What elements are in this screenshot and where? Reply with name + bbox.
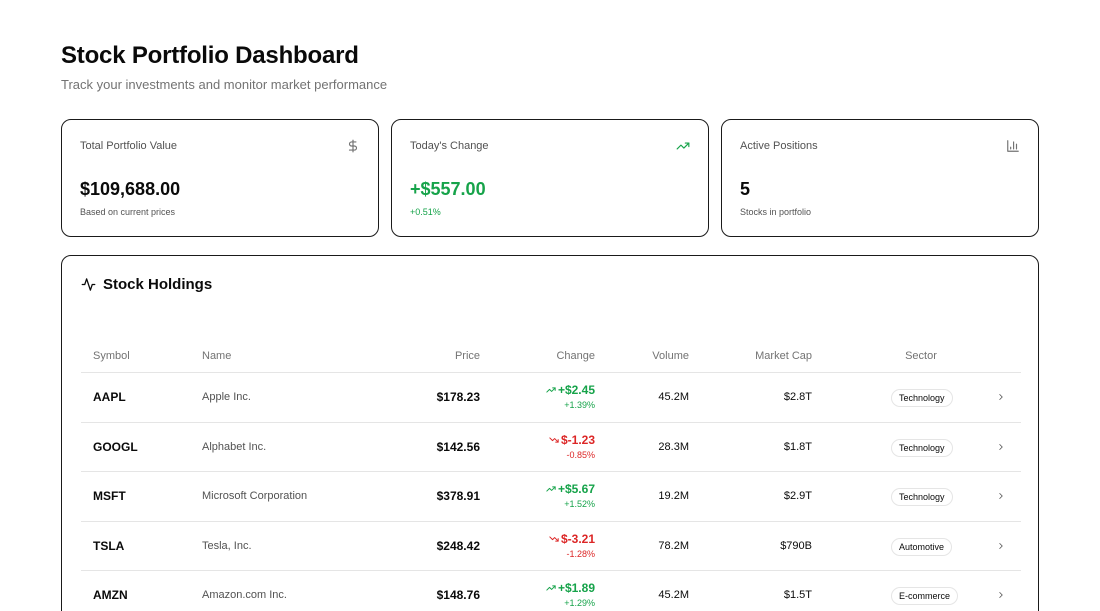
chevron-right-icon[interactable] <box>996 392 1006 402</box>
sector-cell: E-commerce <box>891 587 959 606</box>
stock-price: $142.56 <box>436 439 480 454</box>
dollar-icon <box>346 139 360 153</box>
stock-change: +$2.45 +1.39% <box>546 383 595 410</box>
change-percent: -1.28% <box>566 548 595 559</box>
change-amount: $-1.23 <box>560 432 595 447</box>
card-title: Total Portfolio Value <box>80 140 178 152</box>
holdings-table: Symbol Name Price Change Volume Market C… <box>81 339 1021 611</box>
trending-up-icon <box>546 484 556 494</box>
stock-name: Amazon.com Inc. <box>202 589 287 602</box>
stock-volume: 78.2M <box>658 539 689 552</box>
activity-icon <box>81 277 96 292</box>
table-row[interactable]: TSLA Tesla, Inc. $248.42 $-3.21 -1.28% 78.2M $… <box>81 522 1021 572</box>
column-header-symbol: Symbol <box>93 350 130 362</box>
stock-volume: 19.2M <box>658 490 689 503</box>
trending-up-icon <box>546 385 556 395</box>
sector-cell: Technology <box>891 438 953 457</box>
stock-change: $-1.23 -0.85% <box>549 433 595 460</box>
table-body: AAPL Apple Inc. $178.23 +$2.45 +1.39% 45.2M $2… <box>81 373 1021 611</box>
page-title: Stock Portfolio Dashboard <box>61 42 359 69</box>
change-amount: +$1.89 <box>557 581 595 596</box>
stock-volume: 45.2M <box>658 391 689 403</box>
stock-price: $378.91 <box>436 489 480 504</box>
stock-name: Microsoft Corporation <box>202 490 308 503</box>
stock-name: Alphabet Inc. <box>202 440 267 453</box>
change-amount: $-3.21 <box>560 531 595 546</box>
change-percent: +1.39% <box>564 400 595 410</box>
trending-down-icon <box>549 534 559 544</box>
stock-price: $248.42 <box>436 538 480 553</box>
stock-symbol: MSFT <box>93 489 126 504</box>
stock-symbol: TSLA <box>93 538 125 553</box>
card-value: $109,688.00 <box>80 179 181 199</box>
page-subtitle: Track your investments and monitor marke… <box>61 77 388 92</box>
active-positions-card: Active Positions 5 Stocks in portfolio <box>721 119 1039 237</box>
stock-holdings-panel: Stock Holdings Symbol Name Price Change … <box>61 255 1039 611</box>
change-percent: -0.85% <box>566 449 595 460</box>
holdings-header: Stock Holdings <box>81 276 212 293</box>
stock-symbol: AMZN <box>93 588 128 603</box>
stock-volume: 45.2M <box>658 589 689 602</box>
total-portfolio-value-card: Total Portfolio Value $109,688.00 Based … <box>61 119 379 237</box>
sector-badge: E-commerce <box>891 587 959 606</box>
bar-chart-icon <box>1006 139 1020 153</box>
table-row[interactable]: MSFT Microsoft Corporation $378.91 +$5.67 +1… <box>81 472 1021 522</box>
column-header-name: Name <box>202 350 232 362</box>
stock-market-cap: $1.5T <box>783 589 812 602</box>
chevron-right-icon[interactable] <box>996 541 1006 551</box>
stock-change: $-3.21 -1.28% <box>549 532 595 559</box>
stock-change: +$5.67 +1.52% <box>546 482 595 509</box>
chevron-right-icon[interactable] <box>996 590 1006 600</box>
sector-cell: Technology <box>891 389 953 407</box>
stock-market-cap: $1.8T <box>783 440 812 453</box>
stock-symbol: AAPL <box>93 390 126 404</box>
stock-name: Tesla, Inc. <box>202 539 252 552</box>
todays-change-card: Today's Change +$557.00 +0.51% <box>391 119 709 237</box>
table-row[interactable]: AAPL Apple Inc. $178.23 +$2.45 +1.39% 45.2M $2… <box>81 373 1021 423</box>
trending-up-icon <box>546 583 556 593</box>
card-value: +$557.00 <box>410 179 486 199</box>
chevron-right-icon[interactable] <box>996 442 1006 452</box>
change-amount: +$5.67 <box>557 482 595 497</box>
stock-price: $178.23 <box>436 390 480 404</box>
sector-badge: Automotive <box>891 537 953 556</box>
column-header-sector: Sector <box>905 350 937 362</box>
card-title: Active Positions <box>740 140 818 152</box>
holdings-title: Stock Holdings <box>103 276 213 293</box>
stock-name: Apple Inc. <box>202 391 251 403</box>
column-header-price: Price <box>454 350 480 362</box>
stock-volume: 28.3M <box>658 440 689 453</box>
change-percent: +1.52% <box>564 499 595 510</box>
card-subtext: Stocks in portfolio <box>740 207 812 217</box>
column-header-change: Change <box>556 350 595 362</box>
trending-up-icon <box>676 139 690 153</box>
stock-market-cap: $790B <box>780 539 812 552</box>
stock-market-cap: $2.8T <box>783 391 812 403</box>
card-subtext: +0.51% <box>410 207 441 217</box>
chevron-right-icon[interactable] <box>996 491 1006 501</box>
sector-cell: Technology <box>891 488 953 507</box>
stock-market-cap: $2.9T <box>783 490 812 503</box>
column-header-market-cap: Market Cap <box>755 350 812 362</box>
change-percent: +1.29% <box>564 598 595 609</box>
sector-cell: Automotive <box>891 537 953 556</box>
card-subtext: Based on current prices <box>80 207 176 217</box>
table-row[interactable]: GOOGL Alphabet Inc. $142.56 $-1.23 -0.85% 28.… <box>81 423 1021 473</box>
column-header-volume: Volume <box>652 350 689 362</box>
table-row[interactable]: AMZN Amazon.com Inc. $148.76 +$1.89 +1.29% 45… <box>81 571 1021 611</box>
card-value: 5 <box>740 179 751 199</box>
card-title: Today's Change <box>410 140 489 152</box>
stock-symbol: GOOGL <box>93 439 138 454</box>
sector-badge: Technology <box>891 488 953 507</box>
stock-price: $148.76 <box>436 588 480 603</box>
stock-change: +$1.89 +1.29% <box>546 581 595 608</box>
sector-badge: Technology <box>891 438 953 457</box>
change-amount: +$2.45 <box>557 383 595 397</box>
sector-badge: Technology <box>891 389 953 407</box>
trending-down-icon <box>549 435 559 445</box>
table-header: Symbol Name Price Change Volume Market C… <box>81 339 1021 373</box>
